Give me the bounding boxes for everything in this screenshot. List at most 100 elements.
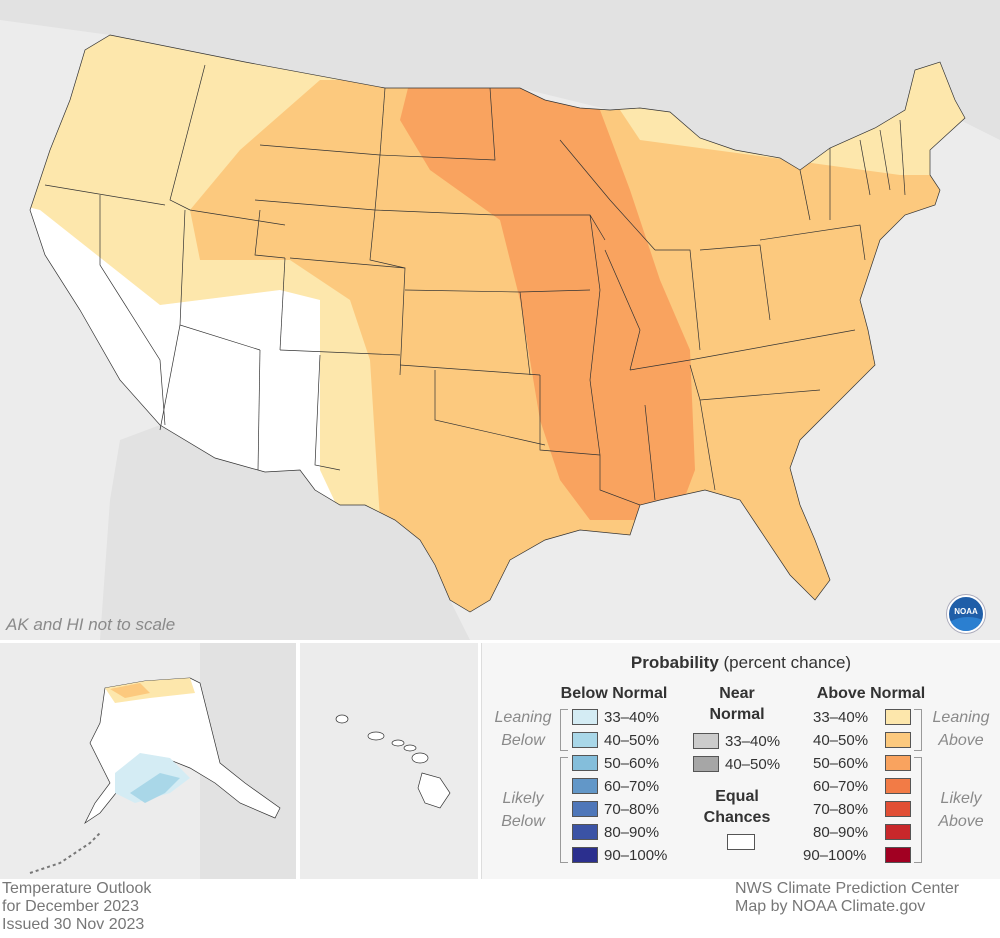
credit-map-by: Map by NOAA Climate.gov xyxy=(735,898,926,915)
near-33-40-swatch xyxy=(693,733,719,749)
likely-below-label: Likely Below xyxy=(488,787,558,833)
map-caption: Temperature Outlook for December 2023 Is… xyxy=(2,880,151,934)
likely-above-word2: Above xyxy=(938,813,984,830)
below-60-70-item: 60–70% xyxy=(572,776,659,796)
above-80-90-item: 80–90% xyxy=(813,822,911,842)
below-60-70-label: 60–70% xyxy=(604,777,660,795)
legend-title-sub: (percent chance) xyxy=(718,653,852,672)
above-70-80-swatch xyxy=(885,801,911,817)
leaning-below-label: Leaning Below xyxy=(488,706,558,752)
near-40-50-label: 40–50% xyxy=(725,755,781,773)
above-33-40-label: 33–40% xyxy=(813,708,869,726)
caption-issued: Issued 30 Nov 2023 xyxy=(2,916,145,933)
leaning-below-bracket xyxy=(560,709,568,751)
below-33-40-label: 33–40% xyxy=(604,708,660,726)
leaning-above-bracket xyxy=(914,709,922,751)
above-90-100-label: 90–100% xyxy=(803,846,867,864)
below-normal-header: Below Normal xyxy=(560,685,668,702)
aleutian-islands xyxy=(29,832,101,874)
leaning-below-word1: Leaning xyxy=(494,709,552,726)
map-credits: NWS Climate Prediction Center Map by NOA… xyxy=(735,880,959,916)
likely-above-bracket xyxy=(914,757,922,863)
credit-source: NWS Climate Prediction Center xyxy=(735,880,960,897)
near-40-50-swatch xyxy=(693,756,719,772)
above-70-80-item: 70–80% xyxy=(813,799,911,819)
below-50-60-item: 50–60% xyxy=(572,753,659,773)
conus-map xyxy=(0,0,1000,640)
below-90-100-swatch xyxy=(572,847,598,863)
likely-below-bracket xyxy=(560,757,568,863)
equal-chances-line1: Equal xyxy=(715,788,759,805)
below-90-100-item: 90–100% xyxy=(572,845,667,865)
alaska-above-40-50 xyxy=(110,683,150,698)
below-80-90-item: 80–90% xyxy=(572,822,659,842)
leaning-above-word2: Above xyxy=(938,732,984,749)
above-50-60-label: 50–60% xyxy=(813,754,869,772)
near-normal-header-line1: Near xyxy=(719,685,755,702)
above-80-90-swatch xyxy=(885,824,911,840)
above-33-40-item: 33–40% xyxy=(813,707,911,727)
above-40-50-label: 40–50% xyxy=(813,731,869,749)
equal-chances-header: Equal Chances xyxy=(694,786,780,828)
below-33-40-swatch xyxy=(572,709,598,725)
above-50-60-swatch xyxy=(885,755,911,771)
above-80-90-label: 80–90% xyxy=(813,823,869,841)
below-40-50-item: 40–50% xyxy=(572,730,659,750)
below-80-90-label: 80–90% xyxy=(604,823,660,841)
equal-chances-line2: Chances xyxy=(703,809,771,826)
alaska-below-40-50 xyxy=(130,773,180,803)
caption-title: Temperature Outlook xyxy=(2,880,152,897)
near-33-40-label: 33–40% xyxy=(725,732,781,750)
below-40-50-label: 40–50% xyxy=(604,731,660,749)
above-normal-header: Above Normal xyxy=(816,685,926,702)
above-60-70-label: 60–70% xyxy=(813,777,869,795)
above-90-100-swatch xyxy=(885,847,911,863)
above-60-70-swatch xyxy=(885,778,911,794)
alaska-state xyxy=(84,677,281,825)
likely-above-label: Likely Above xyxy=(926,787,996,833)
likely-below-word2: Below xyxy=(501,813,545,830)
below-80-90-swatch xyxy=(572,824,598,840)
alaska-inset xyxy=(0,643,296,879)
below-70-80-swatch xyxy=(572,801,598,817)
above-40-50-swatch xyxy=(885,732,911,748)
below-50-60-swatch xyxy=(572,755,598,771)
noaa-logo-wave xyxy=(949,617,983,631)
above-33-40-swatch xyxy=(885,709,911,725)
likely-above-word1: Likely xyxy=(940,790,982,807)
legend-panel: Probability (percent chance) Below Norma… xyxy=(481,643,1000,879)
legend-title: Probability (percent chance) xyxy=(482,653,1000,673)
above-70-80-label: 70–80% xyxy=(813,800,869,818)
canada-landmass xyxy=(0,0,1000,170)
noaa-logo: NOAA xyxy=(947,595,985,633)
near-40-50-item: 40–50% xyxy=(693,754,780,774)
inset-scale-note: AK and HI not to scale xyxy=(6,615,176,634)
below-70-80-item: 70–80% xyxy=(572,799,659,819)
leaning-below-word2: Below xyxy=(501,732,545,749)
below-40-50-swatch xyxy=(572,732,598,748)
hawaii-inset xyxy=(300,643,478,879)
above-60-70-item: 60–70% xyxy=(813,776,911,796)
leaning-above-word1: Leaning xyxy=(932,709,990,726)
below-90-100-label: 90–100% xyxy=(604,846,668,864)
conus-map-svg xyxy=(0,0,1000,640)
state-borders xyxy=(29,34,966,613)
near-normal-header-line2: Normal xyxy=(709,706,765,723)
caption-period: for December 2023 xyxy=(2,898,139,915)
alaska-map-svg xyxy=(29,643,296,879)
legend-title-main: Probability xyxy=(630,653,719,672)
below-50-60-label: 50–60% xyxy=(604,754,660,772)
canada-landmass-ak xyxy=(200,643,296,879)
near-normal-header: Near Normal xyxy=(694,683,780,725)
above-50-60-region xyxy=(400,80,695,520)
equal-chances-swatch xyxy=(727,834,755,850)
below-60-70-swatch xyxy=(572,778,598,794)
near-33-40-item: 33–40% xyxy=(693,731,780,751)
above-90-100-item: 90–100% xyxy=(803,845,911,865)
leaning-above-label: Leaning Above xyxy=(926,706,996,752)
below-33-40-item: 33–40% xyxy=(572,707,659,727)
mexico-landmass xyxy=(100,425,470,640)
likely-below-word1: Likely xyxy=(502,790,544,807)
hawaii-map-svg xyxy=(335,714,451,809)
above-50-60-item: 50–60% xyxy=(813,753,911,773)
